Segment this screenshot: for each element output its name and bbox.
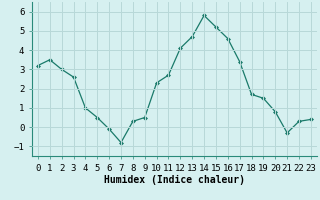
X-axis label: Humidex (Indice chaleur): Humidex (Indice chaleur)	[104, 175, 245, 185]
